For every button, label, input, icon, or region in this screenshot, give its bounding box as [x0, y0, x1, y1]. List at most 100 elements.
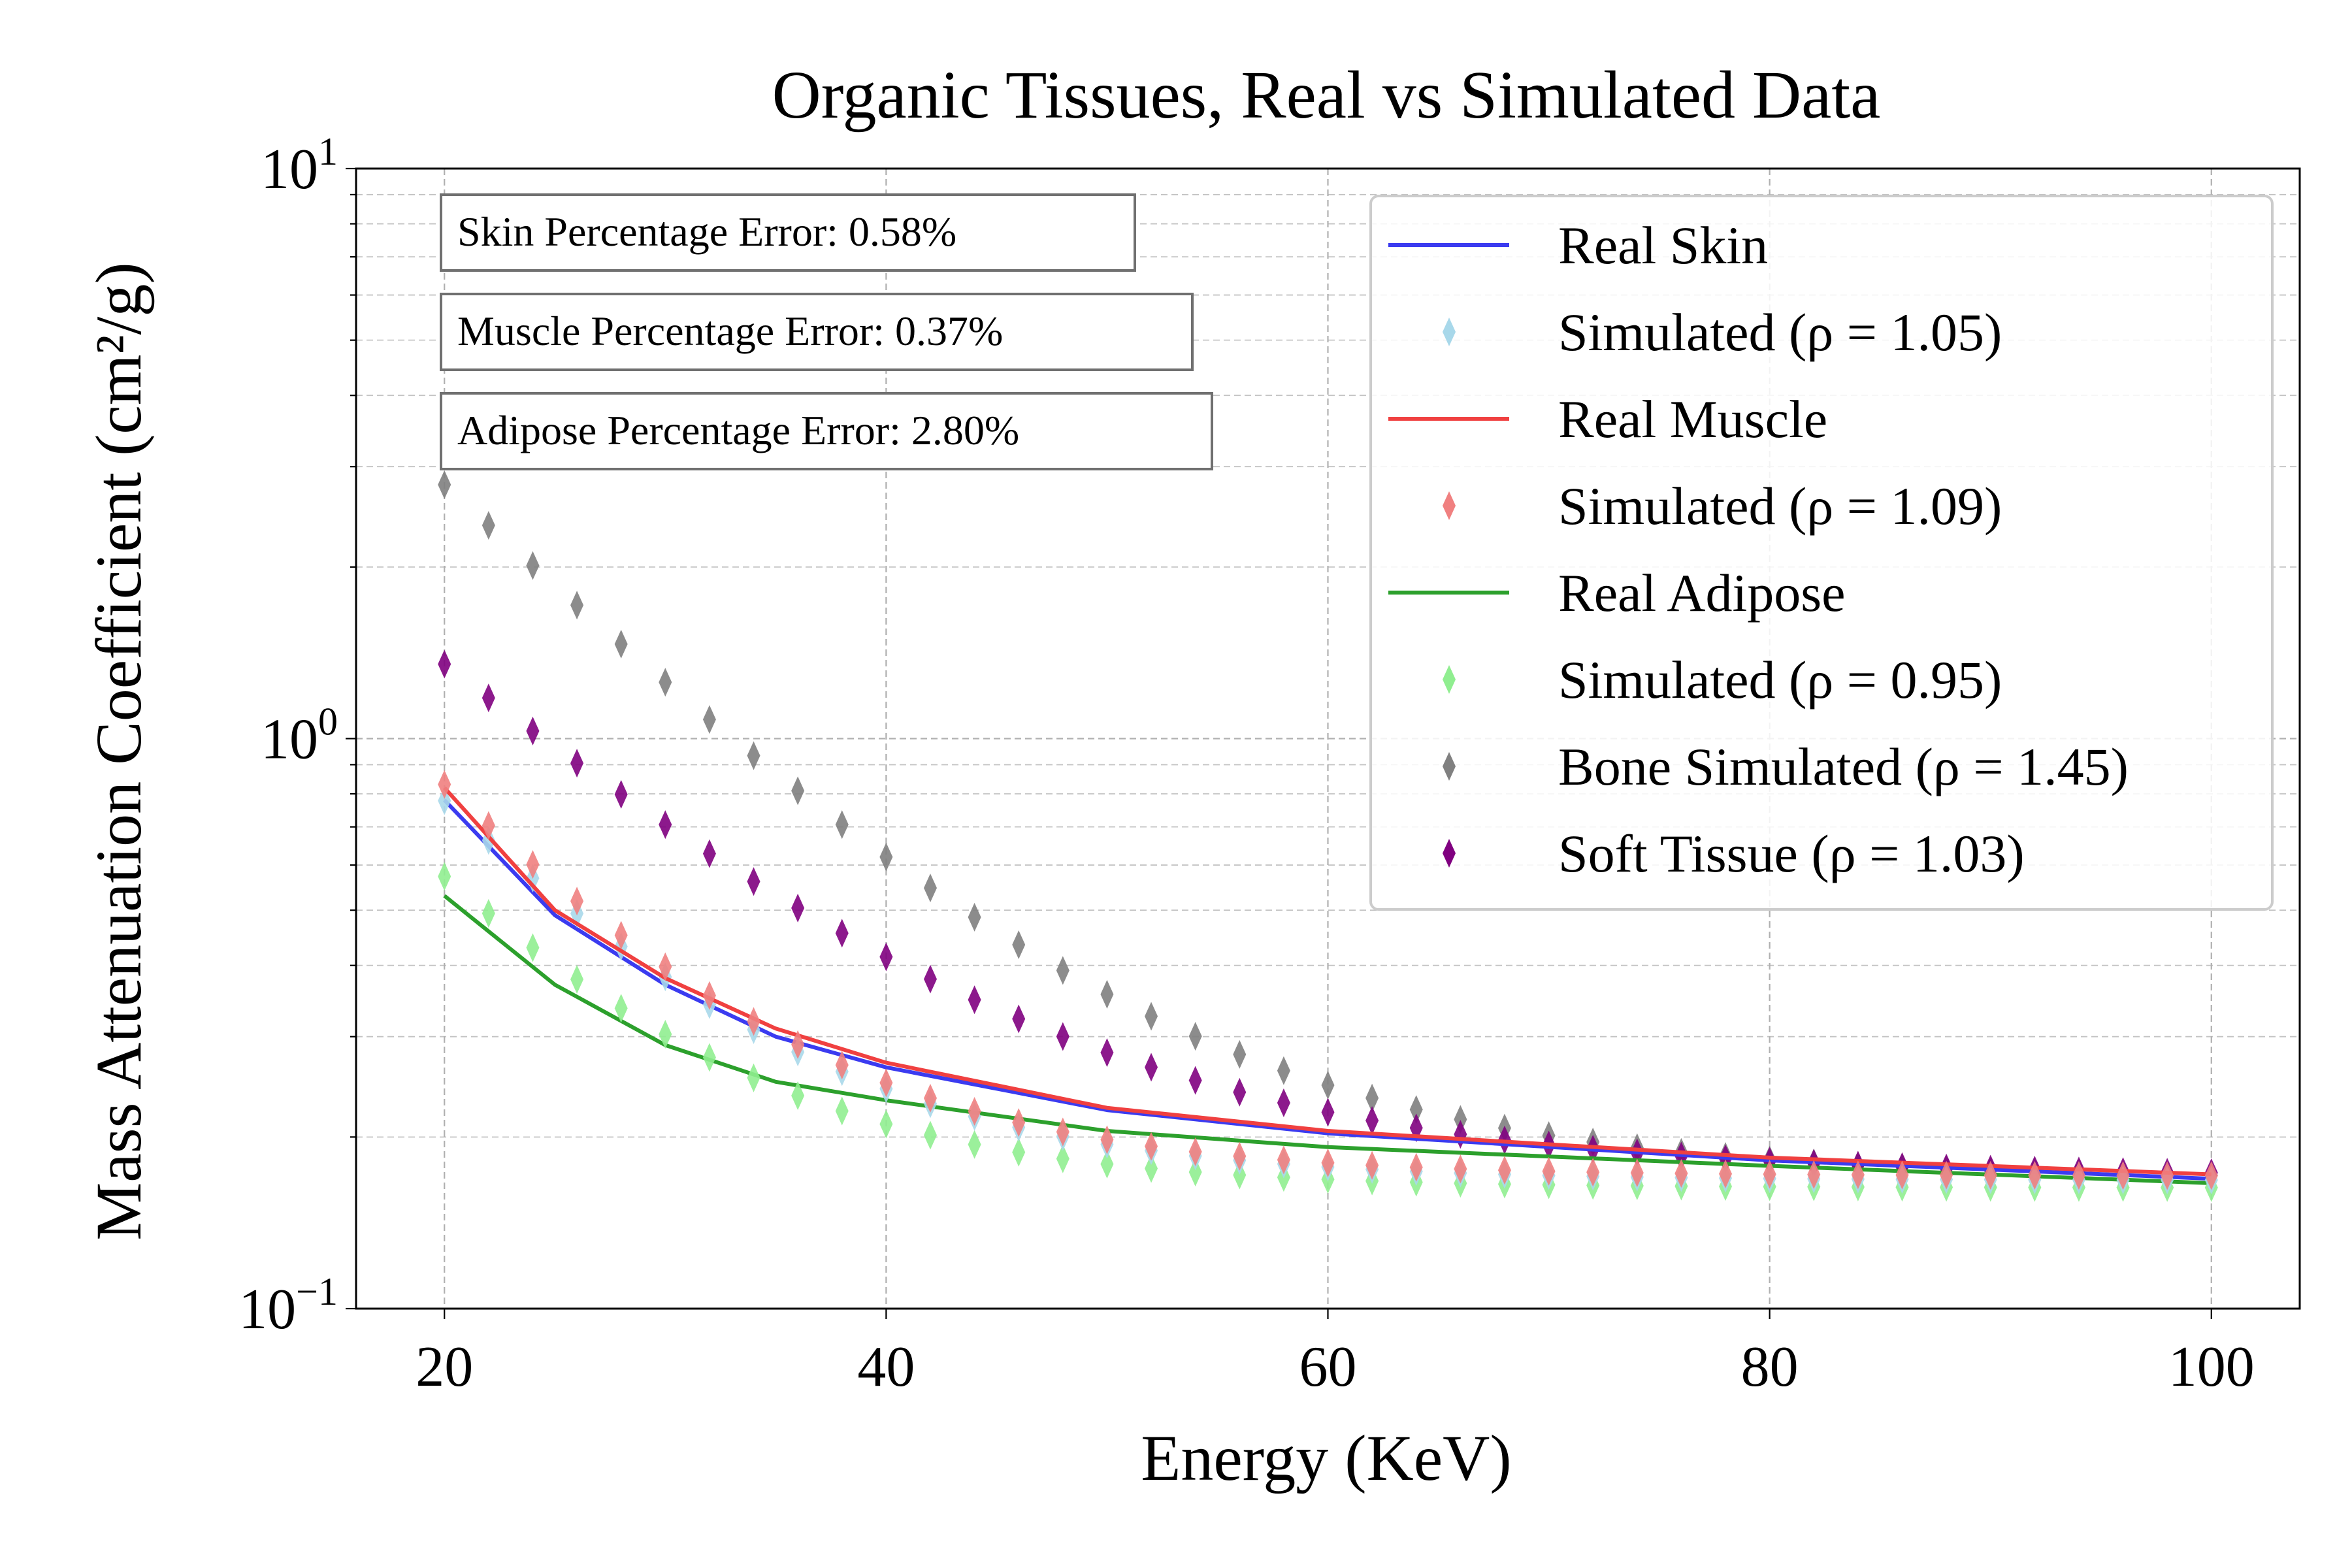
data-point [1409, 1152, 1423, 1182]
annotation-box [440, 392, 1213, 470]
data-point [570, 749, 584, 778]
x-tick-label: 80 [1741, 1335, 1799, 1399]
data-point [879, 1068, 893, 1098]
data-point [1056, 956, 1070, 985]
annotation-text: Muscle Percentage Error: 0.37% [457, 308, 1003, 354]
legend-entry: Simulated (ρ = 0.95) [1443, 650, 2002, 710]
data-point [835, 1051, 849, 1080]
data-point [968, 1130, 981, 1159]
data-point [879, 1109, 893, 1139]
y-axis-title: Mass Attenuation Coefficient (cm²/g) [82, 262, 155, 1240]
x-axis-title: Energy (KeV) [1141, 1422, 1511, 1494]
data-point [835, 810, 849, 840]
data-point [1409, 1095, 1423, 1124]
data-point [438, 862, 451, 891]
percentage-error-annotation: Muscle Percentage Error: 0.37% [440, 293, 1194, 371]
data-point [1233, 1077, 1247, 1107]
annotation-box [440, 193, 1136, 272]
data-point [879, 942, 893, 972]
legend-frame [1369, 195, 2274, 911]
data-point [1012, 930, 1026, 960]
data-point [2072, 1161, 2085, 1190]
axes: 20 40 60 80 100 10−1 100 101 [238, 130, 2301, 1399]
data-point [879, 842, 893, 872]
data-point [1145, 1154, 1158, 1183]
legend-entry: Real Muscle [1388, 389, 1827, 449]
data-point [614, 629, 628, 659]
data-point [1674, 1159, 1688, 1188]
data-point [438, 770, 451, 799]
series-line [443, 798, 2212, 1181]
data-point [835, 1096, 849, 1126]
data-point [1012, 1004, 1026, 1034]
data-point [659, 952, 672, 981]
data-point [614, 921, 628, 950]
series-3 [438, 770, 2218, 1190]
data-point [526, 716, 540, 745]
data-point [614, 779, 628, 809]
data-point [570, 965, 584, 994]
data-point [1365, 1083, 1379, 1113]
data-point [702, 1043, 716, 1072]
data-point [1895, 1160, 1909, 1190]
data-point [1056, 1022, 1070, 1051]
data-point [2161, 1161, 2174, 1190]
data-point [1100, 979, 1114, 1009]
legend-marker-swatch [1443, 318, 1456, 346]
data-point [1188, 1137, 1202, 1166]
data-point [747, 1063, 760, 1092]
legend-label: Soft Tissue (ρ = 1.03) [1558, 824, 2025, 883]
data-point [1454, 1105, 1467, 1134]
legend-marker-swatch [1443, 752, 1456, 781]
data-point [438, 470, 451, 499]
data-point [791, 1081, 805, 1110]
data-point [659, 810, 672, 840]
data-point [1321, 1098, 1335, 1127]
x-tick-label: 40 [857, 1335, 915, 1399]
data-point [791, 1030, 805, 1059]
data-point [1277, 1056, 1290, 1085]
legend-marker-swatch [1443, 491, 1456, 520]
data-point [1984, 1160, 1997, 1190]
y-tick-label: 100 [261, 700, 338, 772]
data-point [526, 933, 540, 962]
data-point [1321, 1071, 1335, 1100]
data-point [1940, 1160, 1953, 1190]
data-point [1763, 1160, 1776, 1189]
data-point [1321, 1148, 1335, 1177]
data-point [1056, 1117, 1070, 1147]
data-point [1145, 1053, 1158, 1082]
legend-entry: Simulated (ρ = 1.09) [1443, 476, 2002, 536]
percentage-error-annotation: Skin Percentage Error: 0.58% [440, 193, 1136, 272]
data-point [1188, 1066, 1202, 1095]
data-point [835, 919, 849, 948]
data-point [1145, 1132, 1158, 1161]
legend-label: Simulated (ρ = 1.05) [1558, 302, 2002, 362]
data-point [1630, 1158, 1644, 1188]
series-layer [438, 470, 2218, 1202]
data-point [1719, 1159, 1733, 1188]
annotation-box [440, 293, 1194, 371]
data-point [659, 1020, 672, 1049]
legend-label: Real Adipose [1558, 563, 1846, 623]
data-point [1056, 1144, 1070, 1173]
data-point [968, 1097, 981, 1126]
data-point [923, 874, 937, 903]
legend-label: Real Muscle [1558, 389, 1827, 449]
data-point [1188, 1157, 1202, 1186]
data-point [747, 741, 760, 770]
data-point [1851, 1160, 1865, 1190]
data-point [1012, 1137, 1026, 1167]
data-point [1188, 1022, 1202, 1051]
data-point [1365, 1106, 1379, 1135]
data-point [1233, 1141, 1247, 1171]
data-point [614, 994, 628, 1023]
data-point [702, 981, 716, 1010]
legend-label: Simulated (ρ = 1.09) [1558, 476, 2002, 536]
data-point [1365, 1151, 1379, 1180]
data-point [1233, 1160, 1247, 1190]
percentage-error-annotation: Adipose Percentage Error: 2.80% [440, 392, 1213, 470]
legend-label: Real Skin [1558, 216, 1768, 275]
x-tick-label: 100 [2168, 1335, 2255, 1399]
legend-entry: Real Skin [1388, 216, 1768, 275]
